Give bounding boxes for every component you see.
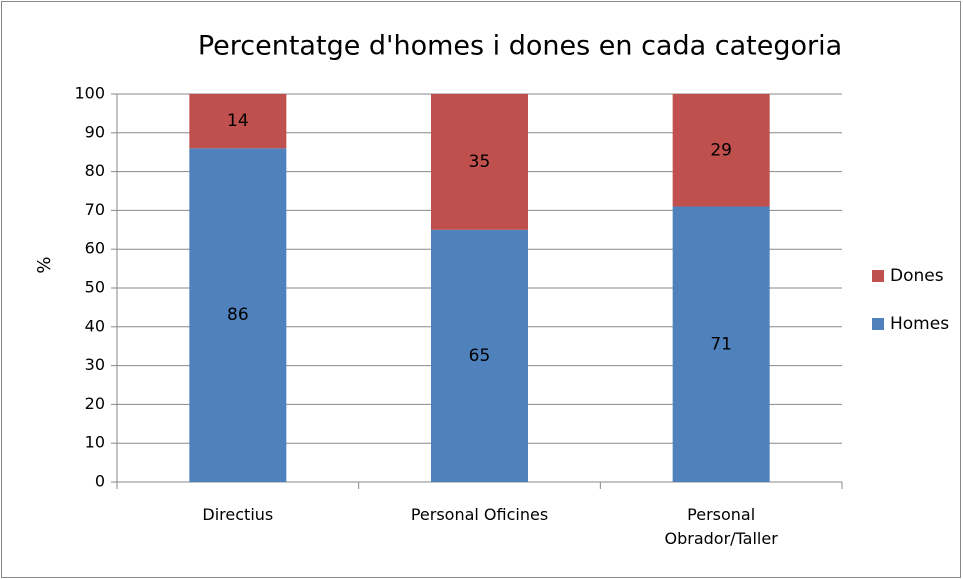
y-tick-label: 10 xyxy=(85,433,105,452)
data-label: 71 xyxy=(710,334,732,354)
y-tick-label: 100 xyxy=(74,84,105,103)
bar-segment xyxy=(431,94,528,230)
y-tick-label: 40 xyxy=(85,316,105,335)
y-tick-label: 90 xyxy=(85,122,105,141)
legend-label: Homes xyxy=(890,314,949,334)
y-tick-label: 30 xyxy=(85,355,105,374)
legend-label: Dones xyxy=(890,266,944,286)
data-label: 29 xyxy=(710,140,732,160)
y-axis-label: % xyxy=(34,256,55,273)
y-tick-label: 0 xyxy=(95,472,105,491)
x-tick-label: Personal Obrador/Taller xyxy=(664,505,778,548)
data-label: 35 xyxy=(469,152,491,172)
data-label: 86 xyxy=(227,305,249,325)
bar-segment xyxy=(189,148,287,482)
data-label: 65 xyxy=(469,346,491,366)
y-tick-label: 60 xyxy=(85,239,105,258)
chart-title: Percentatge d'homes i dones en cada cate… xyxy=(198,31,842,62)
legend-marker xyxy=(872,318,884,330)
x-tick-label: Personal Oficines xyxy=(410,505,549,524)
bar-segment xyxy=(431,229,528,482)
y-tick-label: 80 xyxy=(85,161,105,180)
data-label: 14 xyxy=(227,111,249,131)
y-tick-label: 20 xyxy=(85,394,105,413)
y-tick-label: 50 xyxy=(85,278,105,297)
y-tick-label: 70 xyxy=(85,200,105,219)
legend-marker xyxy=(872,270,884,282)
bar-segment xyxy=(672,94,770,207)
bar-segment xyxy=(672,206,770,482)
x-tick-label: Directius xyxy=(202,505,274,524)
bar-segment xyxy=(189,94,287,149)
